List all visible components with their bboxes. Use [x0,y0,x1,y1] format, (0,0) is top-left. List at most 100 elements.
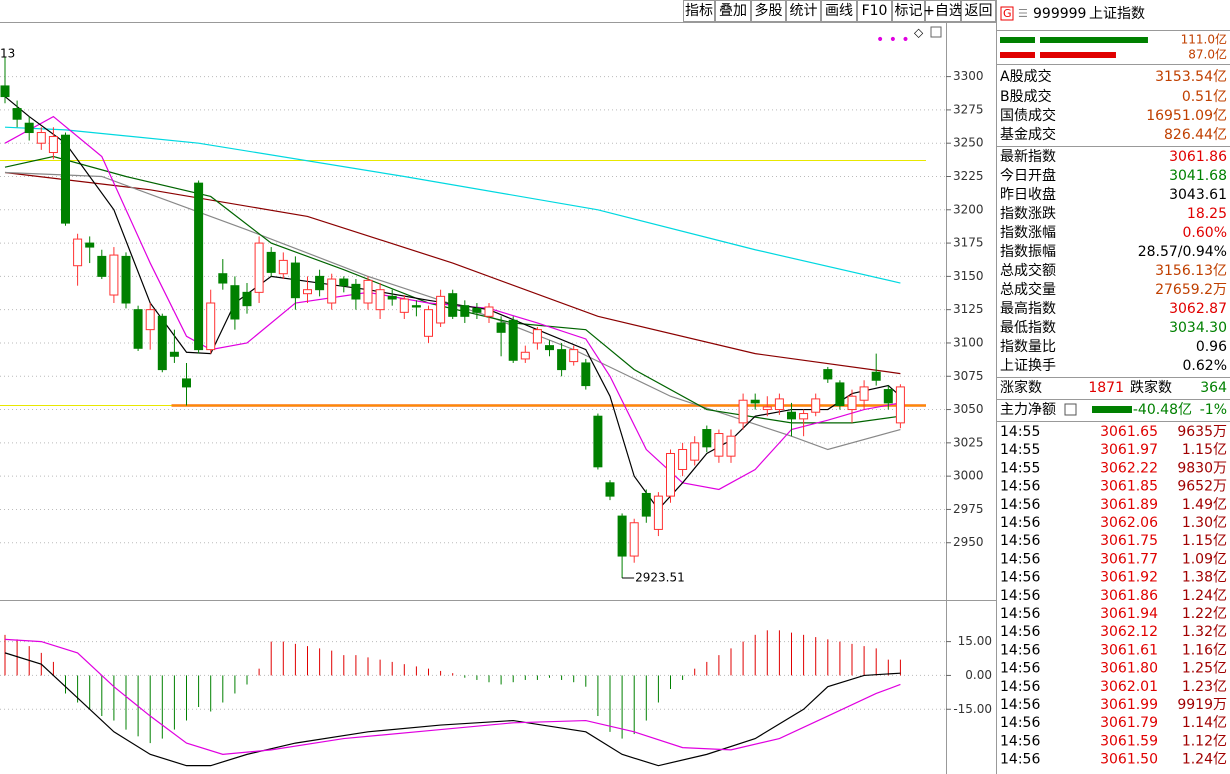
stat-label: 指数振幅 [1000,244,1056,260]
candle-body [411,305,421,308]
toolbar-button[interactable] [751,0,786,22]
toolbar-button[interactable] [857,0,892,22]
stat-value: 28.57/0.94% [1138,244,1227,260]
flow-label: 主力净额 [1000,402,1056,418]
trade-price: 3061.77 [1100,551,1158,567]
candle-body [387,295,397,300]
trade-price: 3061.75 [1100,533,1158,549]
trade-time: 14:56 [1000,624,1040,640]
candle-body [484,306,494,317]
trade-price: 3061.61 [1100,642,1158,658]
candle-body [85,242,95,248]
stat-value: 0.96 [1196,339,1227,355]
trade-time: 14:55 [1000,460,1040,476]
toolbar-button[interactable] [892,0,925,22]
trade-time: 14:56 [1000,697,1040,713]
stat-label: 最新指数 [1000,149,1056,165]
trade-time: 14:56 [1000,497,1040,513]
candle-body [266,251,276,273]
toolbar-label: 返回 [965,3,993,19]
candle-body [787,411,796,420]
candle-body [375,289,385,311]
trade-volume: 1.16亿 [1182,642,1227,658]
stat-label: 昨日收盘 [1000,186,1056,203]
candle-body [690,442,700,461]
y-tick-label: 3200 [953,202,984,216]
y-tick-label: 3050 [953,402,984,416]
stat-label: A股成交 [1000,68,1052,85]
candle-body [629,522,639,557]
trade-price: 3061.99 [1100,697,1158,713]
candle-body [73,238,83,267]
trade-volume: 9635万 [1177,424,1227,440]
candle-body [24,122,34,134]
candle-body [738,399,748,424]
stat-value: 18.25 [1187,206,1227,222]
candle-body [218,273,228,284]
candle-body [557,349,567,371]
candle-body [750,399,760,404]
toolbar-button[interactable] [786,0,821,22]
y-tick-label: 3300 [953,69,984,83]
trade-time: 14:55 [1000,424,1040,440]
candle-body [315,275,325,291]
candle-body [327,278,337,304]
stat-value: 0.51亿 [1182,89,1227,105]
trade-time: 14:56 [1000,588,1040,604]
y-tick-label: 3025 [953,435,984,449]
trade-time: 14:56 [1000,479,1040,495]
candle-body [895,386,905,424]
flow-bar [1092,406,1132,413]
trade-volume: 1.38亿 [1182,570,1227,586]
toolbar-button[interactable] [683,0,715,22]
trade-time: 14:56 [1000,752,1040,768]
trade-price: 3061.59 [1100,733,1158,749]
stat-value: 3034.30 [1169,320,1227,336]
candle-body [871,371,881,381]
trade-volume: 1.30亿 [1182,515,1227,531]
candle-body [799,413,809,420]
flow-icon[interactable] [1064,403,1077,416]
trade-price: 3062.06 [1100,515,1158,531]
candle-body [835,382,845,407]
trade-price: 3061.94 [1100,606,1158,622]
candle-body [811,398,821,413]
toolbar-label: 标记 [895,3,923,19]
y-tick-label: 2975 [953,502,984,516]
stat-label: 总成交额 [1000,262,1056,279]
toolbar-label: 画线 [825,3,853,19]
candle-body [666,453,675,497]
candle-body [0,85,10,98]
candle-body [61,134,70,224]
toolbar-button[interactable] [925,0,961,22]
candle-body [569,349,579,363]
stat-value: 3061.86 [1169,149,1227,165]
candle-body [339,278,349,287]
candle-body [448,293,458,317]
trade-time: 14:56 [1000,533,1040,549]
toolbar-button[interactable] [715,0,751,22]
stat-value: 16951.09亿 [1146,108,1227,124]
toolbar-button[interactable] [821,0,857,22]
stat-label: 指数涨跌 [1000,206,1056,222]
candle-body [97,255,107,277]
stat-label: 基金成交 [1000,126,1056,143]
toolbar-button[interactable] [961,0,996,22]
trade-time: 14:56 [1000,679,1040,695]
candle-body [883,389,893,404]
stat-value: 3062.87 [1169,301,1227,317]
toolbar-label: 指标 [685,3,713,19]
ma-line [4,155,901,424]
flow-bar [1040,52,1116,58]
ma-line [4,115,901,491]
g-icon[interactable] [1000,6,1014,21]
box-icon[interactable] [930,26,942,38]
candle-body [460,305,470,317]
stat-label: 国债成交 [1000,107,1056,124]
toolbar-label: 统计 [790,3,818,19]
stat-value: 826.44亿 [1164,127,1227,143]
candle-body [133,309,143,349]
candle-body [653,495,663,530]
y-tick-label: 3000 [953,469,984,483]
trade-price: 3061.65 [1100,424,1158,440]
